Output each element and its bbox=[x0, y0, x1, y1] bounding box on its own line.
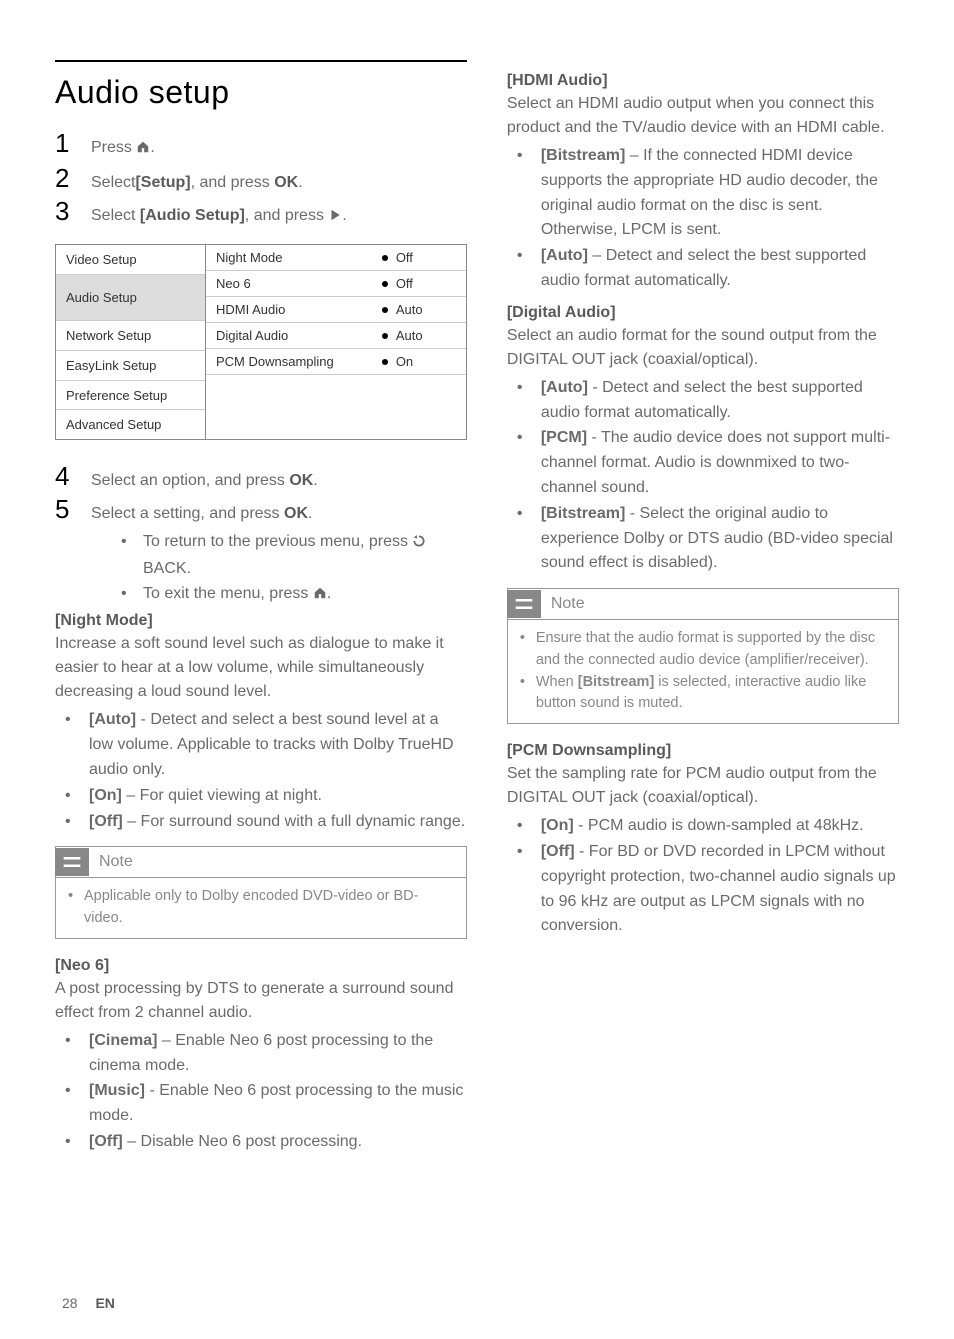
page-footer: 28 EN bbox=[62, 1295, 115, 1311]
left-column: Audio setup 1 Press . 2 Select[Setup], a… bbox=[55, 60, 467, 1165]
note-body: Applicable only to Dolby encoded DVD-vid… bbox=[56, 877, 466, 938]
option-heading: [Neo 6] bbox=[55, 957, 467, 975]
settings-option: PCM DownsamplingOn bbox=[206, 349, 466, 375]
home-icon bbox=[313, 584, 327, 609]
step-2: 2 Select[Setup], and press OK. bbox=[55, 164, 467, 195]
option-heading: [HDMI Audio] bbox=[507, 72, 899, 90]
option-desc: Select an audio format for the sound out… bbox=[507, 324, 899, 372]
step-number: 1 bbox=[55, 129, 91, 158]
note-icon bbox=[507, 590, 541, 618]
step-number: 2 bbox=[55, 164, 91, 193]
radio-dot-icon bbox=[382, 333, 388, 339]
option-list: [On] - PCM audio is down-sampled at 48kH… bbox=[507, 814, 899, 939]
option-heading: [Night Mode] bbox=[55, 612, 467, 630]
note-box: Note Ensure that the audio format is sup… bbox=[507, 588, 899, 724]
option-list: [Auto] - Detect and select a best sound … bbox=[55, 708, 467, 834]
option-desc: Set the sampling rate for PCM audio outp… bbox=[507, 762, 899, 810]
option-item: [Auto] – Detect and select the best supp… bbox=[507, 244, 899, 294]
settings-option: Night ModeOff bbox=[206, 245, 466, 271]
settings-option: Neo 6Off bbox=[206, 271, 466, 297]
page-lang: EN bbox=[95, 1295, 114, 1311]
step-text: Select[Setup], and press OK. bbox=[91, 171, 303, 195]
option-item: [Off] - For BD or DVD recorded in LPCM w… bbox=[507, 840, 899, 939]
section-title: Audio setup bbox=[55, 60, 467, 111]
sidebar-item-active: Audio Setup bbox=[56, 275, 205, 322]
settings-options: Night ModeOff Neo 6Off HDMI AudioAuto Di… bbox=[206, 245, 466, 439]
step-text: Select an option, and press OK. bbox=[91, 469, 318, 493]
option-item: [Bitstream] – If the connected HDMI devi… bbox=[507, 144, 899, 243]
sidebar-item: Advanced Setup bbox=[56, 410, 205, 439]
option-item: [Cinema] – Enable Neo 6 post processing … bbox=[55, 1029, 467, 1079]
step-number: 4 bbox=[55, 462, 91, 491]
option-desc: A post processing by DTS to generate a s… bbox=[55, 977, 467, 1025]
settings-option: HDMI AudioAuto bbox=[206, 297, 466, 323]
sidebar-item: EasyLink Setup bbox=[56, 351, 205, 381]
note-icon bbox=[55, 848, 89, 876]
play-icon bbox=[328, 206, 342, 230]
option-desc: Increase a soft sound level such as dial… bbox=[55, 632, 467, 704]
step-number: 5 bbox=[55, 495, 91, 524]
option-item: [On] – For quiet viewing at night. bbox=[55, 784, 467, 809]
sidebar-item: Preference Setup bbox=[56, 381, 205, 411]
option-item: [Bitstream] - Select the original audio … bbox=[507, 502, 899, 576]
step-1: 1 Press . bbox=[55, 129, 467, 162]
step-text: Select [Audio Setup], and press . bbox=[91, 204, 347, 230]
step-number: 3 bbox=[55, 197, 91, 226]
settings-option: Digital AudioAuto bbox=[206, 323, 466, 349]
option-heading: [Digital Audio] bbox=[507, 304, 899, 322]
page-number: 28 bbox=[62, 1295, 78, 1311]
option-item: [Off] – For surround sound with a full d… bbox=[55, 810, 467, 835]
step-list: 1 Press . 2 Select[Setup], and press OK.… bbox=[55, 129, 467, 230]
step-text: Press . bbox=[91, 136, 155, 162]
option-desc: Select an HDMI audio output when you con… bbox=[507, 92, 899, 140]
note-header: Note bbox=[508, 589, 898, 619]
sub-bullet: To exit the menu, press . bbox=[115, 582, 467, 609]
sidebar-item: Network Setup bbox=[56, 321, 205, 351]
sub-bullet: To return to the previous menu, press BA… bbox=[115, 530, 467, 582]
step-list-cont: 4 Select an option, and press OK. 5 Sele… bbox=[55, 462, 467, 526]
back-icon bbox=[412, 532, 426, 557]
right-column: [HDMI Audio] Select an HDMI audio output… bbox=[507, 60, 899, 1165]
step-3: 3 Select [Audio Setup], and press . bbox=[55, 197, 467, 230]
option-item: [PCM] - The audio device does not suppor… bbox=[507, 426, 899, 500]
radio-dot-icon bbox=[382, 281, 388, 287]
option-heading: [PCM Downsampling] bbox=[507, 742, 899, 760]
option-list: [Cinema] – Enable Neo 6 post processing … bbox=[55, 1029, 467, 1155]
radio-dot-icon bbox=[382, 307, 388, 313]
radio-dot-icon bbox=[382, 359, 388, 365]
option-list: [Bitstream] – If the connected HDMI devi… bbox=[507, 144, 899, 294]
settings-screenshot: Video Setup Audio Setup Network Setup Ea… bbox=[55, 244, 467, 440]
sub-bullets: To return to the previous menu, press BA… bbox=[115, 530, 467, 608]
page-body: Audio setup 1 Press . 2 Select[Setup], a… bbox=[55, 60, 899, 1165]
radio-dot-icon bbox=[382, 255, 388, 261]
note-line: Applicable only to Dolby encoded DVD-vid… bbox=[66, 886, 456, 930]
home-icon bbox=[136, 138, 150, 162]
option-item: [Off] – Disable Neo 6 post processing. bbox=[55, 1130, 467, 1155]
option-item: [Music] - Enable Neo 6 post processing t… bbox=[55, 1079, 467, 1129]
note-body: Ensure that the audio format is supporte… bbox=[508, 619, 898, 723]
step-4: 4 Select an option, and press OK. bbox=[55, 462, 467, 493]
step-5: 5 Select a setting, and press OK. bbox=[55, 495, 467, 526]
settings-sidebar: Video Setup Audio Setup Network Setup Ea… bbox=[56, 245, 206, 439]
option-item: [Auto] - Detect and select a best sound … bbox=[55, 708, 467, 782]
settings-option-empty bbox=[206, 375, 466, 439]
note-line: When [Bitstream] is selected, interactiv… bbox=[518, 672, 888, 716]
option-item: [On] - PCM audio is down-sampled at 48kH… bbox=[507, 814, 899, 839]
note-header: Note bbox=[56, 847, 466, 877]
option-list: [Auto] - Detect and select the best supp… bbox=[507, 376, 899, 576]
note-box: Note Applicable only to Dolby encoded DV… bbox=[55, 846, 467, 939]
option-item: [Auto] - Detect and select the best supp… bbox=[507, 376, 899, 426]
step-text: Select a setting, and press OK. bbox=[91, 502, 312, 526]
note-line: Ensure that the audio format is supporte… bbox=[518, 628, 888, 672]
sidebar-item: Video Setup bbox=[56, 245, 205, 275]
